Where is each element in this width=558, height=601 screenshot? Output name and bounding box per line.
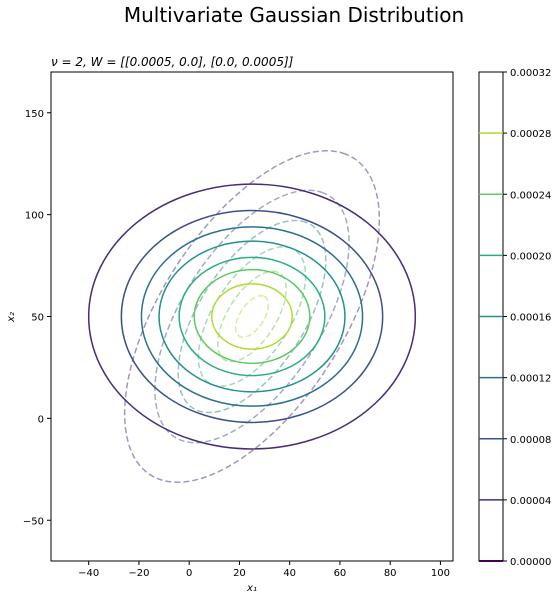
solid-contour-6 — [193, 268, 311, 365]
colorbar-tick-label: 0.00012 — [510, 374, 551, 385]
x-axis-ticks: −40 −20 0 20 40 60 80 100 — [78, 561, 450, 579]
dashed-contour-2 — [154, 189, 350, 444]
axes-subtitle: ν = 2, W = [[0.0005, 0.0], [0.0, 0.0005]… — [51, 55, 294, 69]
colorbar-ticks: 0.00000 0.00004 0.00008 0.00012 0.00016 0.000… — [503, 68, 551, 568]
x-tick-label: −20 — [128, 568, 149, 579]
x-tick-label: 60 — [334, 568, 347, 579]
colorbar-tick-label: 0.00000 — [510, 557, 551, 568]
colorbar-level-lines — [479, 132, 503, 562]
x-tick-label: 20 — [233, 568, 246, 579]
y-tick-label: 50 — [31, 313, 44, 324]
colorbar-tick-label: 0.00016 — [510, 313, 551, 324]
colorbar-tick-label: 0.00024 — [510, 190, 551, 201]
x-axis-label: x₁ — [246, 583, 257, 594]
y-tick-label: 100 — [25, 211, 44, 222]
colorbar-tick-label: 0.00032 — [510, 68, 551, 79]
solid-contour-group — [87, 183, 417, 450]
x-tick-label: 40 — [283, 568, 296, 579]
solid-contour-1 — [87, 183, 417, 450]
y-axis-label: x₂ — [6, 312, 17, 323]
colorbar-tick-label: 0.00028 — [510, 129, 551, 140]
x-tick-label: 80 — [384, 568, 397, 579]
solid-contour-5 — [178, 256, 326, 377]
x-tick-label: 100 — [431, 568, 450, 579]
plot-area — [50, 71, 454, 562]
colorbar-tick-label: 0.00020 — [510, 251, 551, 262]
y-tick-label: 0 — [38, 414, 44, 425]
x-tick-label: −40 — [78, 568, 99, 579]
solid-contour-4 — [158, 240, 346, 393]
solid-contour-7 — [211, 283, 293, 350]
figure-title: Multivariate Gaussian Distribution — [124, 3, 464, 27]
plot-frame — [50, 71, 454, 562]
dashed-contour-1 — [123, 149, 381, 484]
solid-contour-3 — [140, 226, 364, 407]
y-axis-ticks: −50 0 50 100 150 — [23, 109, 51, 527]
dashed-contour-4 — [197, 246, 307, 387]
colorbar-tick-label: 0.00008 — [510, 435, 551, 446]
dashed-contour-5 — [217, 270, 287, 363]
dashed-contour-group — [123, 149, 381, 484]
y-tick-label: −50 — [23, 516, 44, 527]
colorbar: 0.00000 0.00004 0.00008 0.00012 0.00016 0.000… — [478, 68, 551, 568]
colorbar-tick-label: 0.00004 — [510, 496, 551, 507]
y-tick-label: 150 — [25, 109, 44, 120]
dashed-contour-6 — [234, 294, 270, 339]
solid-contour-2 — [120, 209, 384, 424]
x-tick-label: 0 — [186, 568, 192, 579]
dashed-contour-3 — [177, 219, 327, 414]
